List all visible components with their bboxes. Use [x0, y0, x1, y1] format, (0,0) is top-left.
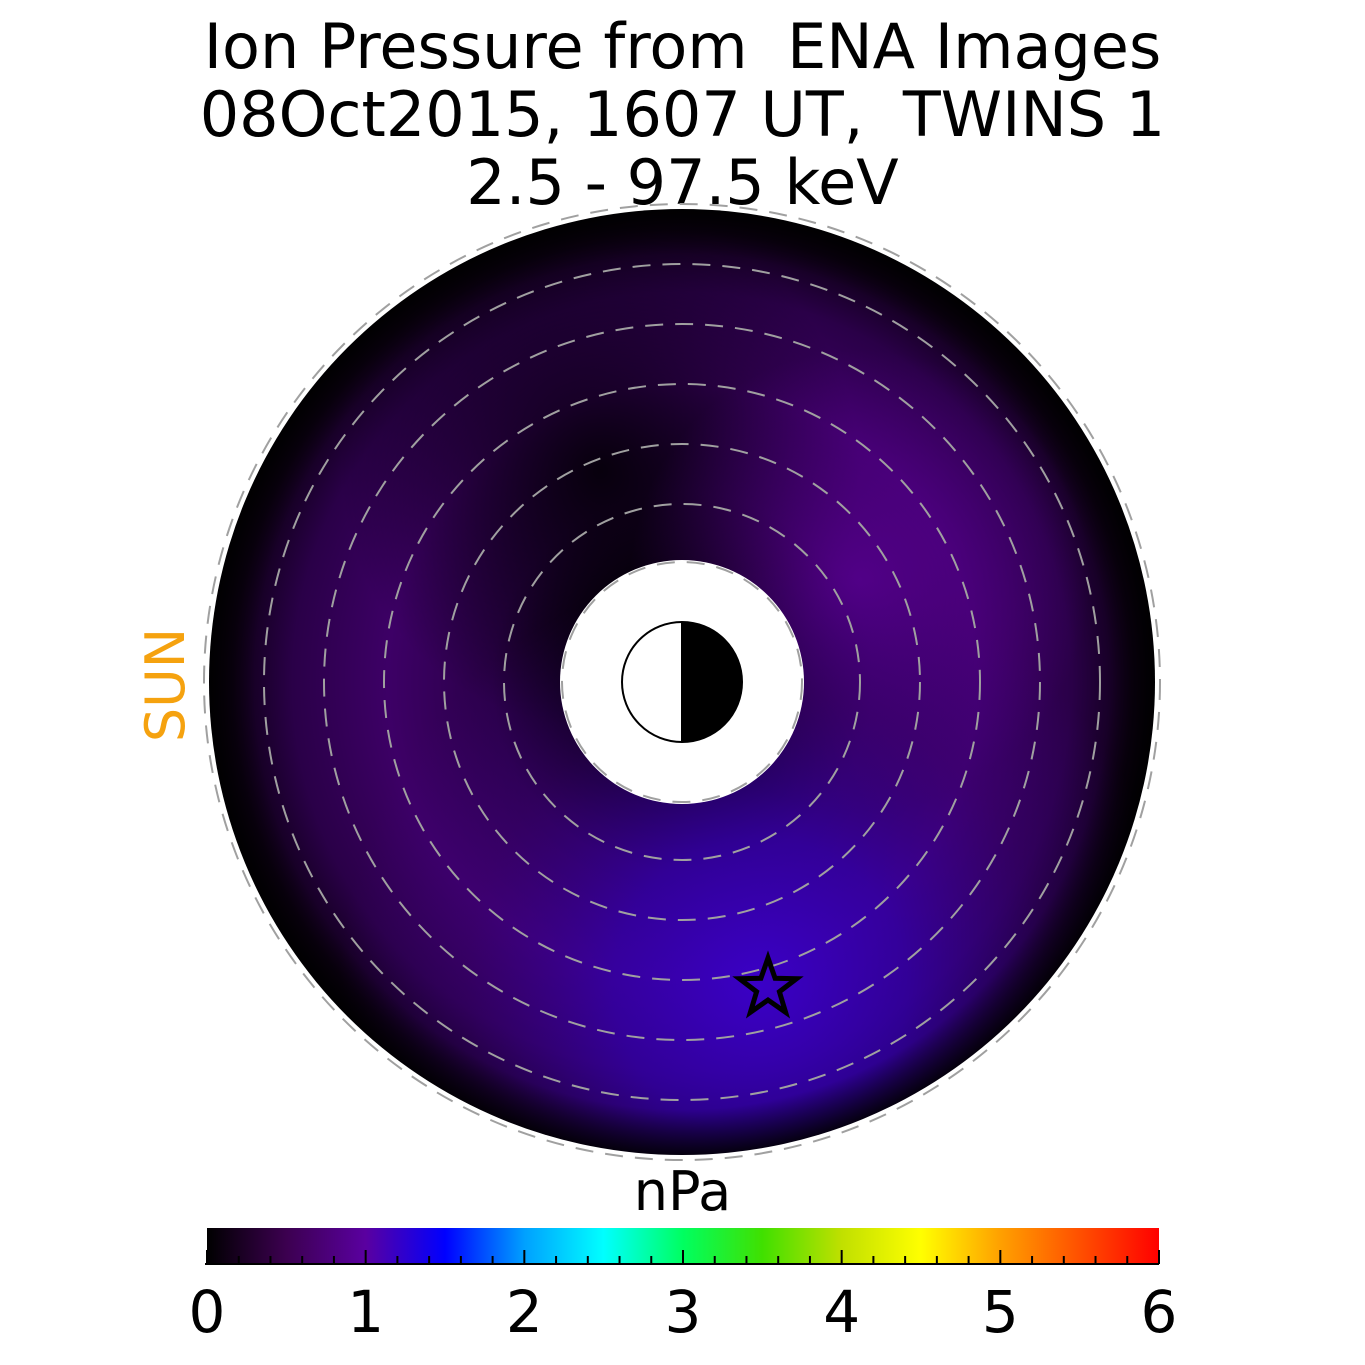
colorbar-tick-label: 0	[189, 1278, 226, 1346]
title-line-1: Ion Pressure from ENA Images	[203, 10, 1162, 83]
earth-icon	[621, 621, 743, 743]
sun-label-text: SUN	[134, 628, 192, 742]
sun-direction-label: SUN	[134, 628, 192, 742]
colorbar: 0 1 2 3 4 5 6	[189, 1228, 1178, 1346]
colorbar-tick-label: 4	[823, 1278, 860, 1346]
title-line-2: 08Oct2015, 1607 UT, TWINS 1	[199, 78, 1166, 151]
star-marker-icon	[732, 950, 804, 1019]
distance-rings	[203, 203, 1161, 1161]
colorbar-tick-label: 1	[347, 1278, 384, 1346]
distance-ring	[561, 561, 803, 803]
colorbar-tick-label: 5	[982, 1278, 1019, 1346]
distance-ring	[383, 383, 981, 981]
colorbar-tick-label: 6	[1141, 1278, 1178, 1346]
distance-ring	[263, 263, 1101, 1101]
distance-ring	[443, 443, 921, 921]
colorbar-tick-label: 2	[506, 1278, 543, 1346]
colorbar-ticks: 0 1 2 3 4 5 6	[189, 1250, 1178, 1346]
distance-ring	[203, 203, 1161, 1161]
distance-ring	[323, 323, 1041, 1041]
colorbar-label: nPa	[633, 1160, 732, 1223]
colorbar-tick-label: 3	[665, 1278, 702, 1346]
distance-ring	[503, 503, 861, 861]
